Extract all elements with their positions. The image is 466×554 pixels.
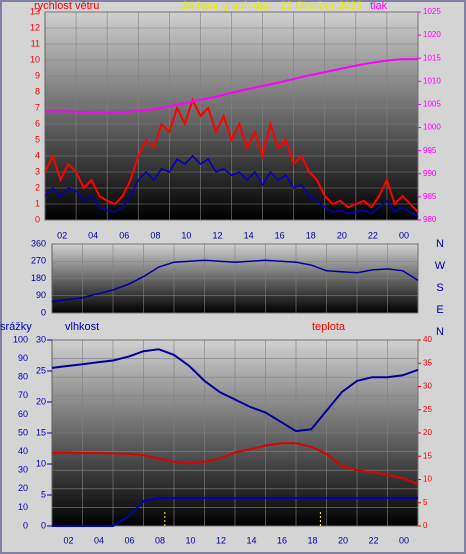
y-tick-label: 270 <box>31 256 46 266</box>
y2-tick-label: 1020 <box>423 30 441 39</box>
series-line <box>44 154 419 218</box>
direction-label: N <box>436 326 444 338</box>
y2-label: teplota <box>312 321 346 333</box>
y-tick-label: 8 <box>35 86 40 96</box>
x-tick-label: 00 <box>399 535 409 545</box>
y-tick-label: 60 <box>18 409 28 419</box>
direction-label: N <box>436 238 444 250</box>
x-tick-label: 14 <box>244 230 254 240</box>
y-tick-label: 0 <box>41 307 46 317</box>
y2-tick-label: 995 <box>423 146 437 155</box>
y2-tick-label: 10 <box>423 475 432 484</box>
y-tick-label: 3 <box>35 166 40 176</box>
y-tick-label: 10 <box>18 502 28 512</box>
y-tick-label: 13 <box>30 6 40 16</box>
y-tick-label: 9 <box>35 70 40 80</box>
y3-label: vlhkost <box>65 321 99 333</box>
x-tick-label: 10 <box>185 535 195 545</box>
y2-tick-label: 5 <box>423 498 428 507</box>
series-line <box>44 97 419 213</box>
y2-tick-label: 0 <box>423 521 428 530</box>
x-tick-label: 02 <box>57 230 67 240</box>
y2-tick-label: 35 <box>423 358 432 367</box>
y-tick-label: 80 <box>18 372 28 382</box>
direction-label: W <box>435 260 446 272</box>
y-tick-label: 7 <box>35 102 40 112</box>
y-tick-label: 50 <box>18 427 28 437</box>
y-tick-label: 0 <box>35 214 40 224</box>
y-tick-label: 90 <box>18 353 28 363</box>
y3-tick-label: 30 <box>36 334 46 344</box>
y-tick-label: 4 <box>35 150 40 160</box>
x-tick-label: 14 <box>246 535 256 545</box>
y-tick-label: 70 <box>18 390 28 400</box>
title: 24 hour graph day : 22 October 2023 <box>182 0 362 12</box>
y2-tick-label: 1000 <box>423 123 441 132</box>
y-tick-label: 90 <box>36 290 46 300</box>
x-tick-label: 20 <box>338 535 348 545</box>
x-tick-label: 08 <box>155 535 165 545</box>
y2-tick-label: 20 <box>423 428 432 437</box>
x-tick-label: 06 <box>119 230 129 240</box>
y-tick-label: 11 <box>31 38 40 48</box>
x-tick-label: 04 <box>88 230 98 240</box>
x-tick-label: 16 <box>275 230 285 240</box>
x-tick-label: 12 <box>216 535 226 545</box>
x-tick-label: 20 <box>337 230 347 240</box>
y2-tick-label: 1015 <box>423 53 441 62</box>
y-label: rychlost větru <box>34 0 99 12</box>
y-tick-label: 40 <box>18 446 28 456</box>
x-tick-label: 10 <box>181 230 191 240</box>
y-tick-label: 180 <box>31 273 46 283</box>
y2-tick-label: 40 <box>423 335 432 344</box>
series-line <box>52 497 418 527</box>
y2-tick-label: 15 <box>423 451 432 460</box>
y-label: srážky <box>0 321 32 333</box>
x-tick-label: 04 <box>94 535 104 545</box>
y2-tick-label: 985 <box>423 192 437 201</box>
x-tick-label: 18 <box>306 230 316 240</box>
y2-label: tlak <box>370 0 388 12</box>
y-tick-label: 12 <box>30 22 40 32</box>
y2-tick-label: 980 <box>423 215 437 224</box>
y3-tick-label: 10 <box>36 458 46 468</box>
y2-tick-label: 1005 <box>423 100 441 109</box>
x-tick-label: 06 <box>124 535 134 545</box>
x-tick-label: 18 <box>307 535 317 545</box>
y-tick-label: 30 <box>18 465 28 475</box>
x-tick-label: 16 <box>277 535 287 545</box>
series-line <box>51 348 419 433</box>
direction-label: S <box>436 282 443 294</box>
y2-tick-label: 30 <box>423 382 432 391</box>
y-tick-label: 0 <box>23 520 28 530</box>
series-line <box>51 259 419 303</box>
y-tick-label: 360 <box>31 238 46 248</box>
y3-tick-label: 0 <box>41 520 46 530</box>
y3-tick-label: 20 <box>36 396 46 406</box>
x-tick-label: 22 <box>368 535 378 545</box>
y2-tick-label: 990 <box>423 169 437 178</box>
y-tick-label: 1 <box>35 198 40 208</box>
direction-label: E <box>436 304 443 316</box>
x-tick-label: 12 <box>212 230 222 240</box>
x-tick-label: 00 <box>399 230 409 240</box>
y-tick-label: 2 <box>35 182 40 192</box>
series-line <box>45 58 418 114</box>
x-tick-label: 22 <box>368 230 378 240</box>
y2-tick-label: 25 <box>423 405 432 414</box>
y-tick-label: 6 <box>35 118 40 128</box>
y3-tick-label: 25 <box>36 365 46 375</box>
y-tick-label: 10 <box>30 54 40 64</box>
y3-tick-label: 5 <box>41 489 46 499</box>
x-tick-label: 02 <box>63 535 73 545</box>
y3-tick-label: 15 <box>36 427 46 437</box>
x-tick-label: 08 <box>150 230 160 240</box>
y-tick-label: 5 <box>35 134 40 144</box>
y-tick-label: 100 <box>13 334 28 344</box>
y-tick-label: 20 <box>18 483 28 493</box>
y2-tick-label: 1010 <box>423 76 441 85</box>
y2-tick-label: 1025 <box>423 7 441 16</box>
series-line <box>52 442 419 486</box>
